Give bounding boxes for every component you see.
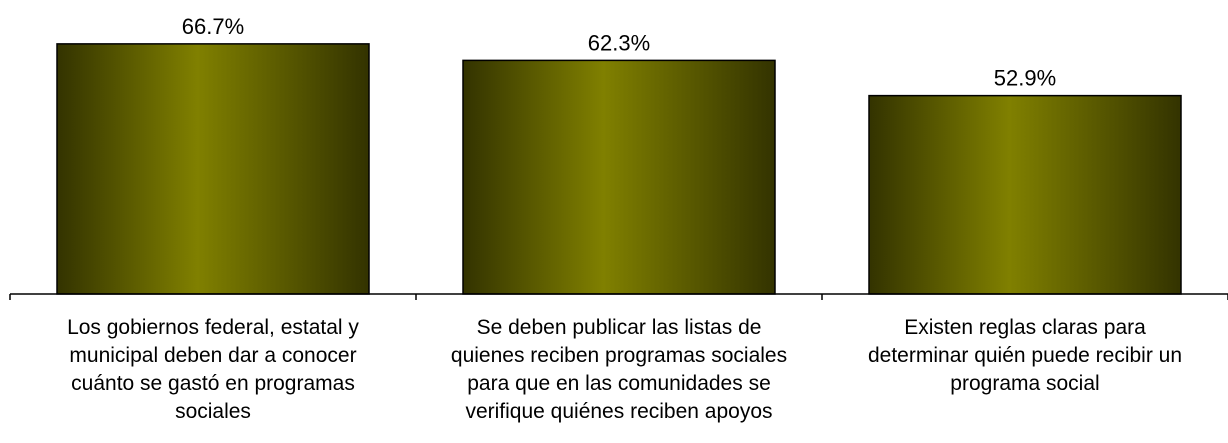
data-label-3: 52.9% — [994, 66, 1056, 91]
data-label-2: 62.3% — [588, 30, 650, 55]
category-label-1: Los gobiernos federal, estatal y municip… — [67, 316, 359, 423]
bar-2 — [462, 59, 776, 295]
bar-1 — [56, 43, 370, 295]
bar-3 — [868, 94, 1182, 295]
category-label-2: Se deben publicar las listas de quienes … — [450, 316, 788, 423]
category-label-3: Existen reglas claras para determinar qu… — [867, 316, 1183, 395]
bars-layer — [56, 43, 1182, 295]
bar-chart: 66.7% 62.3% 52.9% — [9, 14, 1228, 300]
x-axis-ticks — [9, 294, 1228, 300]
data-label-1: 66.7% — [182, 14, 244, 39]
data-labels-layer: 66.7% 62.3% 52.9% — [182, 14, 1056, 91]
